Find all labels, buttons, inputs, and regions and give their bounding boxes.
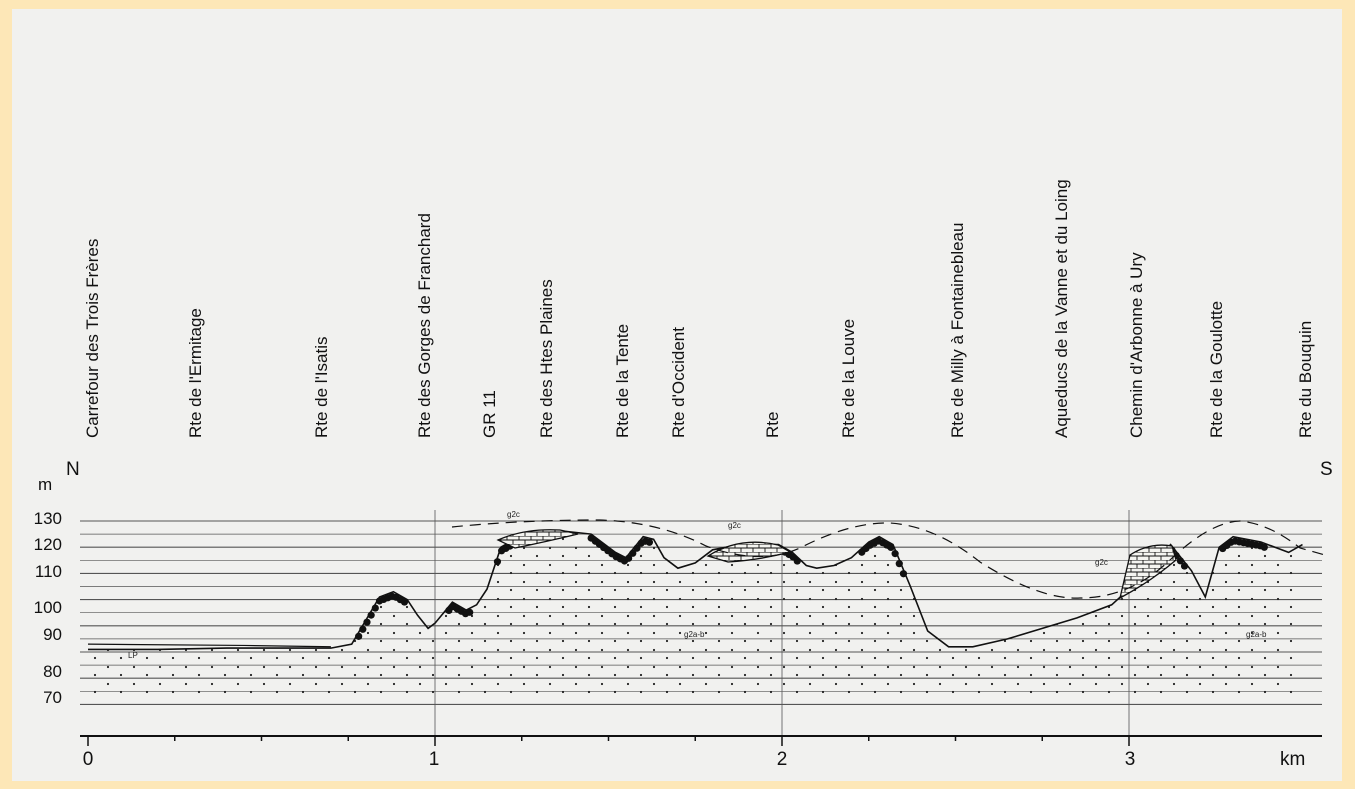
limestone-lenses <box>496 529 1177 600</box>
y-unit-label: m <box>38 475 52 494</box>
layer-label: g2a-b <box>684 630 705 639</box>
route-label: Rte de la Louve <box>839 319 858 438</box>
layer-label: g2c <box>728 521 741 530</box>
route-label: Rte du Bouquin <box>1296 321 1315 438</box>
y-tick-labels: 130 120 110 100 90 80 70 <box>34 509 62 707</box>
boulder <box>899 570 908 578</box>
boulder <box>363 618 371 626</box>
x-tick-label: 0 <box>83 749 94 770</box>
route-label: Rte de l'Isatis <box>312 336 331 438</box>
route-label: Rte des Gorges de Franchard <box>415 213 434 438</box>
sand-fill <box>88 531 1303 697</box>
y-tick-label: 100 <box>34 598 62 617</box>
route-label: GR 11 <box>480 390 499 438</box>
limestone-lens <box>496 529 579 549</box>
boulder <box>493 558 502 566</box>
y-tick-label: 80 <box>43 662 62 681</box>
x-tick-label: 2 <box>777 749 788 770</box>
boulder <box>891 550 899 558</box>
boulder <box>793 557 801 565</box>
boulder <box>371 604 379 612</box>
boulder <box>1260 543 1268 551</box>
terrain-profile <box>87 530 1303 697</box>
boulder <box>645 538 654 546</box>
route-label: Aqueducs de la Vanne et du Loing <box>1052 179 1071 438</box>
boulder <box>359 625 367 633</box>
y-tick-label: 110 <box>35 562 62 581</box>
route-label: Rte de la Goulotte <box>1207 301 1226 438</box>
layer-label: g2c <box>507 510 520 519</box>
route-label: Carrefour des Trois Frères <box>83 239 102 438</box>
boulder <box>887 543 895 552</box>
y-tick-label: 70 <box>43 688 62 707</box>
x-axis-ticks <box>87 736 1130 746</box>
y-tick-label: 130 <box>34 509 62 528</box>
boulder <box>629 549 637 557</box>
boulder <box>466 608 474 616</box>
boulder <box>625 554 633 562</box>
route-label: Chemin d'Arbonne à Ury <box>1127 252 1146 438</box>
north-label: N <box>66 459 80 480</box>
route-label: Rte de l'Ermitage <box>186 308 205 438</box>
y-tick-label: 120 <box>34 535 62 554</box>
boulder <box>355 632 363 640</box>
layer-label: LP <box>128 651 138 660</box>
limestone-lens <box>706 541 792 563</box>
south-label: S <box>1320 459 1333 480</box>
terrain-line <box>88 530 1303 651</box>
x-unit-label: km <box>1280 749 1305 770</box>
boulder <box>895 560 903 568</box>
route-label: Rte d'Occident <box>669 327 688 438</box>
x-tick-labels: 0 1 2 3 <box>83 749 1136 770</box>
alluvium-line <box>87 643 331 648</box>
boulder <box>1176 557 1184 565</box>
x-tick-label: 3 <box>1125 749 1136 770</box>
route-label: Rte de Milly à Fontainebleau <box>948 223 967 438</box>
route-label: Rte de la Tente <box>613 324 632 438</box>
boulder <box>400 598 409 606</box>
y-tick-label: 90 <box>43 625 62 644</box>
boulder <box>1180 562 1189 570</box>
route-label: Rte <box>763 412 782 438</box>
boulder <box>367 611 375 619</box>
projected-profile-dashed <box>451 519 1326 599</box>
route-label: Rte des Htes Plaines <box>537 279 556 438</box>
boulder <box>633 544 641 552</box>
limestone-lens <box>1119 544 1177 600</box>
layer-label: g2c <box>1095 558 1108 567</box>
route-labels: Carrefour des Trois Frères Rte de l'Ermi… <box>83 179 1315 438</box>
x-tick-label: 1 <box>429 749 440 770</box>
layer-label: g2a-b <box>1246 630 1267 639</box>
